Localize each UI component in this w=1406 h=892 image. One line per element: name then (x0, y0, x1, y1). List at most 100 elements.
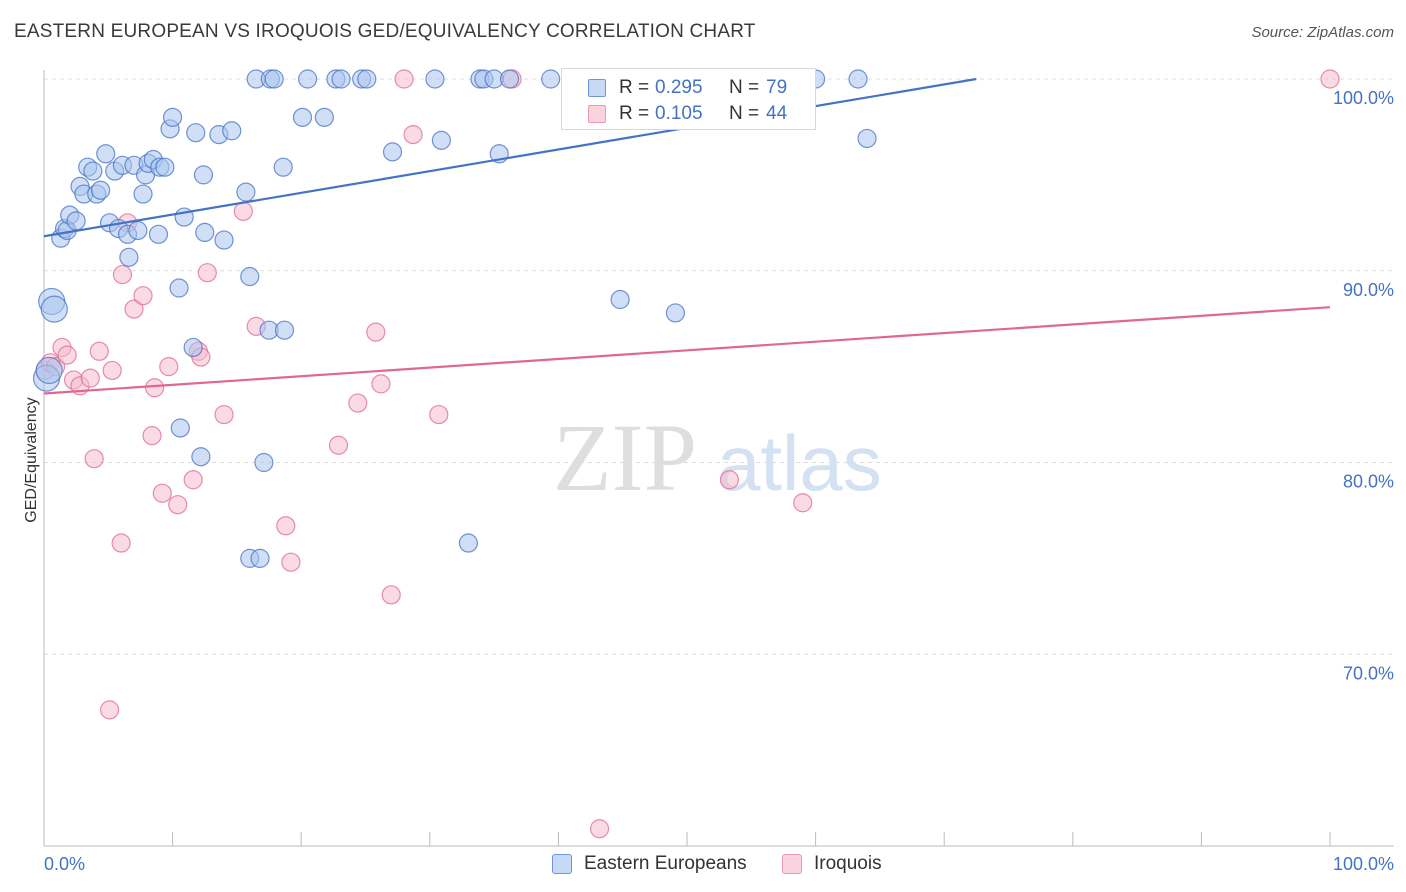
stats-swatch-iroquois (588, 105, 606, 123)
point-iroquois[interactable] (403, 125, 423, 145)
point-iroquois[interactable] (89, 341, 109, 361)
point-eastern-europeans[interactable] (133, 184, 153, 204)
point-iroquois[interactable] (112, 264, 133, 285)
point-eastern-europeans[interactable] (292, 107, 313, 127)
point-iroquois[interactable] (142, 426, 162, 446)
point-iroquois[interactable] (589, 819, 610, 839)
n-label: N = (729, 103, 760, 124)
point-eastern-europeans[interactable] (274, 320, 295, 340)
point-eastern-europeans[interactable] (90, 180, 111, 200)
point-iroquois[interactable] (197, 263, 217, 283)
y-tick-label: 80.0% (1343, 472, 1394, 492)
point-eastern-europeans[interactable] (170, 418, 190, 438)
point-eastern-europeans[interactable] (155, 157, 175, 177)
point-eastern-europeans[interactable] (610, 289, 630, 310)
point-iroquois[interactable] (719, 470, 740, 490)
legend: Eastern Europeans Iroquois (0, 850, 1406, 880)
point-iroquois[interactable] (233, 201, 253, 221)
point-eastern-europeans[interactable] (431, 130, 451, 150)
point-eastern-europeans[interactable] (254, 452, 274, 473)
trendline-iroquois (43, 306, 1331, 395)
point-eastern-europeans[interactable] (240, 266, 260, 287)
point-iroquois[interactable] (328, 435, 349, 455)
point-eastern-europeans[interactable] (222, 121, 242, 141)
point-eastern-europeans[interactable] (236, 182, 256, 202)
point-eastern-europeans[interactable] (119, 247, 139, 267)
point-iroquois[interactable] (102, 360, 122, 381)
point-eastern-europeans[interactable] (382, 142, 403, 162)
point-eastern-europeans[interactable] (96, 144, 116, 164)
point-eastern-europeans[interactable] (191, 447, 211, 467)
point-iroquois[interactable] (371, 374, 391, 394)
point-iroquois[interactable] (1320, 69, 1340, 89)
point-eastern-europeans[interactable] (499, 69, 520, 89)
point-eastern-europeans[interactable] (264, 69, 284, 89)
watermark: ZIP atlas (553, 404, 882, 511)
x-axis-ticks (172, 832, 1331, 846)
point-eastern-europeans[interactable] (314, 107, 334, 127)
point-eastern-europeans[interactable] (83, 161, 103, 181)
point-eastern-europeans[interactable] (40, 295, 68, 323)
y-axis-tick-labels: 100.0% 90.0% 80.0% 70.0% (1333, 88, 1394, 683)
point-eastern-europeans[interactable] (541, 69, 561, 89)
point-iroquois[interactable] (124, 299, 144, 319)
n-label: N = (729, 77, 760, 98)
point-eastern-europeans[interactable] (273, 157, 293, 177)
point-iroquois[interactable] (168, 495, 188, 515)
r-label: R = (619, 103, 650, 124)
trendline-eastern-europeans (43, 77, 977, 238)
y-tick-label: 70.0% (1343, 663, 1394, 683)
point-iroquois[interactable] (793, 493, 813, 513)
point-iroquois[interactable] (144, 378, 165, 398)
point-iroquois[interactable] (57, 345, 77, 365)
point-eastern-europeans[interactable] (298, 69, 318, 89)
point-iroquois[interactable] (133, 286, 153, 306)
point-eastern-europeans[interactable] (128, 220, 148, 241)
point-iroquois[interactable] (80, 368, 100, 388)
r-value: 0.295 (655, 77, 703, 98)
point-iroquois[interactable] (152, 483, 172, 503)
point-eastern-europeans[interactable] (66, 211, 86, 231)
point-eastern-europeans[interactable] (195, 222, 215, 242)
point-eastern-europeans[interactable] (857, 128, 877, 149)
n-value: 79 (766, 77, 788, 98)
point-eastern-europeans[interactable] (848, 69, 868, 89)
point-iroquois[interactable] (348, 393, 368, 413)
point-eastern-europeans[interactable] (425, 69, 445, 89)
point-eastern-europeans[interactable] (169, 278, 189, 298)
point-eastern-europeans[interactable] (35, 356, 63, 385)
point-iroquois[interactable] (394, 69, 414, 89)
x-axis-tick-labels: 0.0% 100.0% (44, 854, 1394, 874)
y-tick-label: 90.0% (1343, 280, 1394, 300)
point-eastern-europeans[interactable] (665, 303, 686, 323)
x-tick-label-left: 0.0% (44, 854, 85, 874)
point-eastern-europeans[interactable] (163, 107, 183, 127)
point-eastern-europeans[interactable] (458, 533, 478, 553)
point-eastern-europeans[interactable] (186, 123, 206, 143)
point-iroquois[interactable] (159, 357, 179, 377)
point-iroquois[interactable] (111, 533, 131, 553)
legend-swatch-eastern-europeans (552, 854, 572, 874)
chart-title: EASTERN EUROPEAN VS IROQUOIS GED/EQUIVAL… (14, 21, 756, 42)
point-eastern-europeans[interactable] (214, 230, 234, 250)
point-eastern-europeans[interactable] (250, 548, 270, 568)
point-eastern-europeans[interactable] (183, 337, 203, 358)
legend-label-iroquois: Iroquois (814, 853, 882, 874)
point-iroquois[interactable] (281, 552, 301, 572)
point-eastern-europeans[interactable] (357, 69, 377, 89)
point-iroquois[interactable] (183, 470, 203, 490)
point-iroquois[interactable] (381, 585, 401, 605)
point-iroquois[interactable] (214, 404, 234, 425)
point-iroquois[interactable] (84, 449, 104, 469)
stats-legend-box: R = 0.295 N = 79 R = 0.105 N = 44 (561, 68, 816, 130)
r-label: R = (619, 77, 650, 98)
point-eastern-europeans[interactable] (148, 224, 169, 244)
point-eastern-europeans[interactable] (331, 69, 351, 89)
point-iroquois[interactable] (99, 700, 120, 720)
point-iroquois[interactable] (429, 404, 449, 425)
chart-source: Source: ZipAtlas.com (1251, 24, 1394, 41)
point-eastern-europeans[interactable] (193, 165, 214, 185)
point-iroquois[interactable] (366, 322, 386, 342)
point-iroquois[interactable] (276, 516, 296, 536)
